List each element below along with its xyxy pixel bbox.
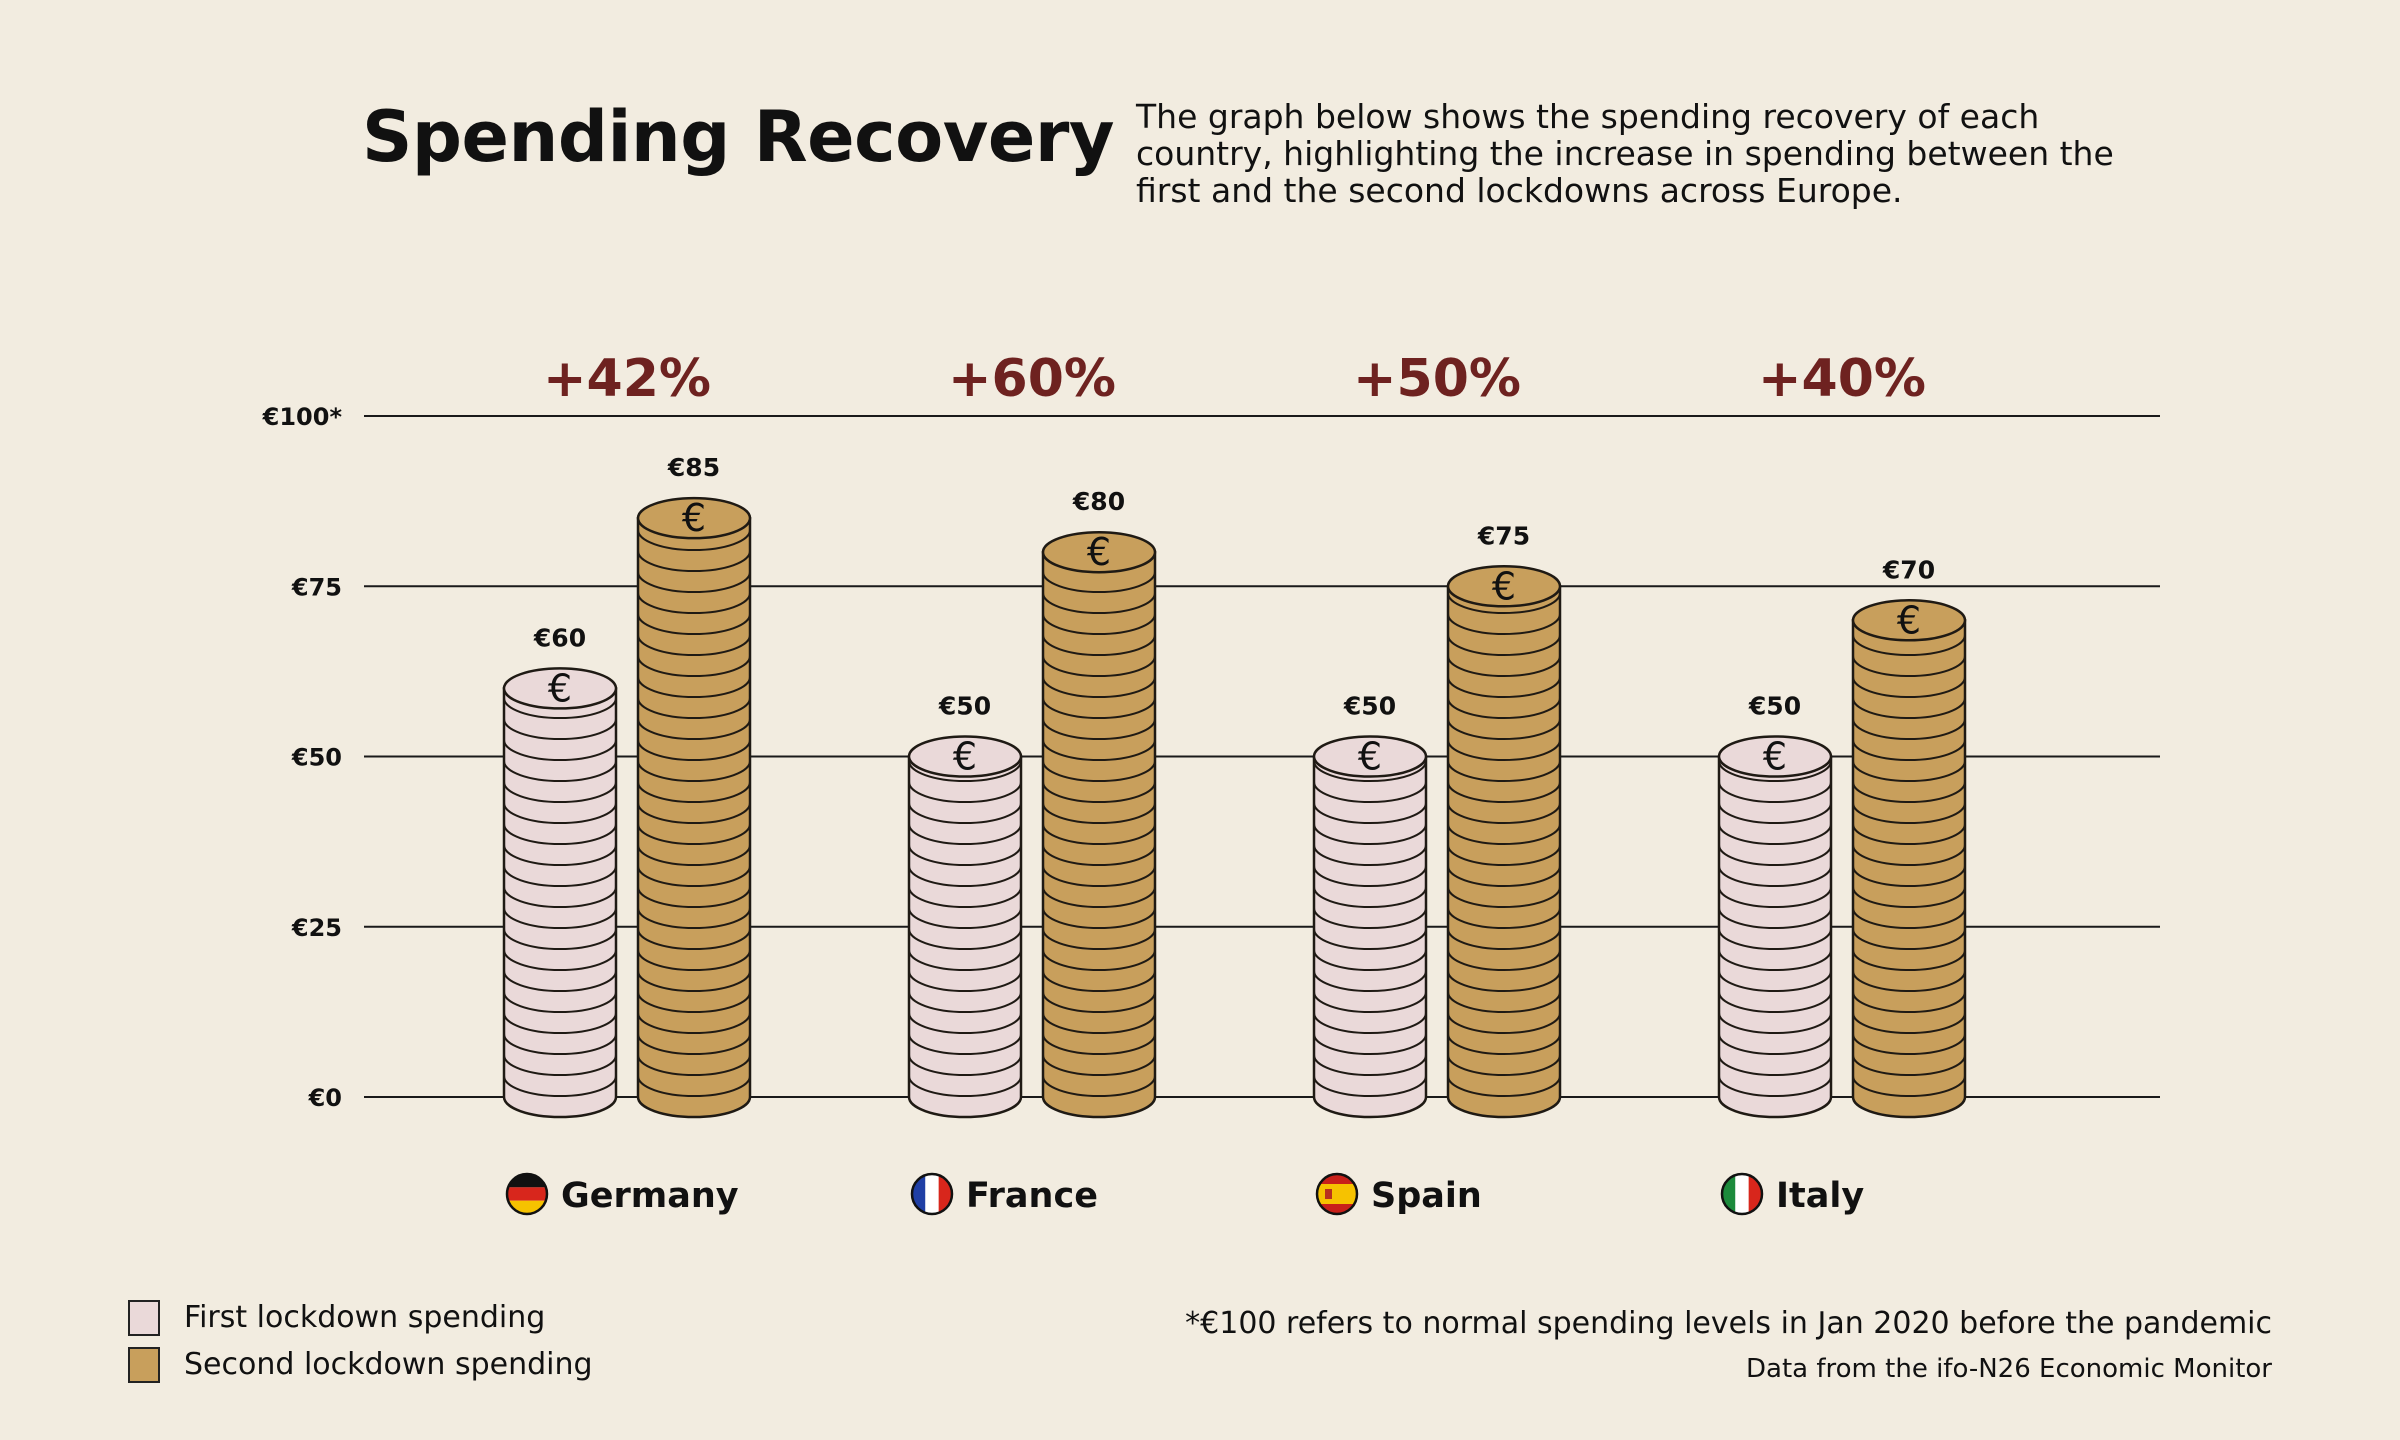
legend-item-first: First lockdown spending [128, 1294, 593, 1341]
change-label: +40% [1758, 349, 1926, 409]
change-label: +50% [1353, 349, 1521, 409]
flag-france-icon [910, 1172, 954, 1216]
flag-italy-icon [1720, 1172, 1764, 1216]
coin-euro-icon: € [953, 735, 977, 779]
coin-euro-icon: € [682, 496, 706, 540]
change-label: +42% [543, 349, 711, 409]
legend-item-second: Second lockdown spending [128, 1341, 593, 1388]
coin-euro-icon: € [1087, 530, 1111, 574]
bar-second-spain: € [1446, 564, 1562, 1119]
coin-euro-icon: € [1897, 598, 1921, 642]
category-label: France [966, 1176, 1098, 1216]
change-label: +60% [948, 349, 1116, 409]
bar-first-italy: € [1717, 735, 1833, 1119]
source-note: Data from the ifo-N26 Economic Monitor [1746, 1354, 2272, 1384]
bar-second-france: € [1041, 530, 1157, 1119]
data-label-first: €50 [1748, 692, 1801, 721]
legend-swatch-second [128, 1346, 160, 1383]
bar-first-germany: € [502, 666, 618, 1119]
bar-chart: €0 €25 €50 €75 €100* € € €60 €85 +42% Germany € € €50… [262, 349, 2160, 1216]
coin-euro-icon: € [1763, 735, 1787, 779]
y-tick-label: €50 [291, 744, 342, 772]
chart-title: Spending Recovery [362, 96, 1114, 178]
y-tick-label: €0 [308, 1084, 342, 1112]
legend-swatch-first [128, 1299, 160, 1336]
legend: First lockdown spending Second lockdown … [128, 1294, 593, 1388]
chart-subtitle: The graph below shows the spending recov… [1136, 97, 2114, 210]
coin-euro-icon: € [1492, 564, 1516, 608]
data-label-first: €50 [1343, 692, 1396, 721]
footnote: *€100 refers to normal spending levels i… [1185, 1306, 2272, 1341]
legend-label-first: First lockdown spending [184, 1300, 546, 1335]
flag-spain-icon [1315, 1172, 1359, 1216]
data-label-first: €60 [533, 623, 586, 652]
bar-second-germany: € [636, 496, 752, 1119]
y-tick-label: €100* [262, 403, 343, 431]
data-label-second: €75 [1477, 521, 1530, 550]
bar-first-spain: € [1312, 735, 1428, 1119]
category-label: Italy [1776, 1176, 1864, 1216]
y-tick-label: €75 [291, 573, 342, 601]
data-label-second: €85 [667, 453, 720, 482]
coin-euro-icon: € [1358, 735, 1382, 779]
bar-second-italy: € [1851, 598, 1967, 1119]
data-label-second: €70 [1882, 555, 1935, 584]
legend-label-second: Second lockdown spending [184, 1347, 593, 1382]
category-label: Germany [561, 1176, 739, 1216]
category-label: Spain [1371, 1176, 1482, 1216]
data-label-first: €50 [938, 692, 991, 721]
flag-germany-icon [505, 1172, 549, 1216]
bar-first-france: € [907, 735, 1023, 1119]
coin-euro-icon: € [548, 666, 572, 710]
y-tick-label: €25 [291, 914, 342, 942]
data-label-second: €80 [1072, 487, 1125, 516]
